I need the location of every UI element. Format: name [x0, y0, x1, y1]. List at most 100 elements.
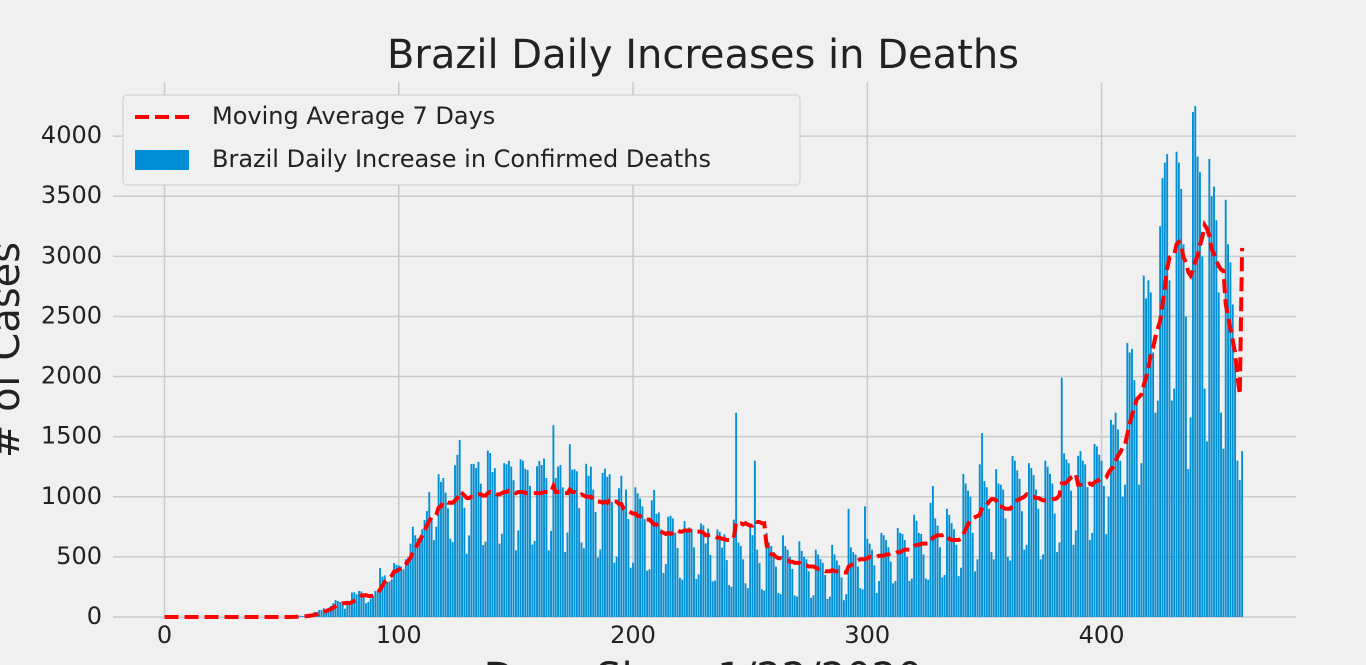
bar — [540, 465, 543, 617]
bar — [547, 550, 550, 617]
bar — [723, 534, 726, 617]
y-axis-label: # of Cases — [0, 242, 29, 458]
bar — [1145, 298, 1148, 617]
bar — [1173, 388, 1176, 617]
bar — [489, 453, 492, 617]
bar — [992, 559, 995, 617]
bar — [960, 567, 962, 617]
bar — [447, 508, 449, 617]
bar — [1147, 280, 1150, 617]
bar — [678, 577, 681, 617]
bar — [461, 496, 463, 617]
bar — [716, 529, 719, 617]
bar — [896, 528, 899, 617]
bar — [1159, 226, 1162, 618]
bar — [522, 460, 524, 617]
bar — [927, 579, 930, 617]
bar — [486, 450, 489, 617]
bar — [1131, 348, 1133, 617]
bar — [711, 581, 714, 617]
bar — [725, 560, 728, 617]
bar — [568, 444, 571, 617]
bar — [381, 576, 384, 617]
bar — [648, 569, 651, 617]
bar — [407, 557, 410, 617]
bar — [594, 511, 597, 617]
x-axis-label: Days Since 1/22/2020 — [484, 655, 923, 665]
bar — [1100, 460, 1103, 617]
bar — [414, 535, 417, 617]
bar — [702, 525, 705, 617]
bar — [1060, 377, 1063, 617]
bar — [1161, 178, 1164, 617]
bar — [1025, 544, 1028, 617]
bar — [400, 566, 403, 617]
bar — [358, 590, 360, 617]
bar — [608, 474, 611, 617]
bar — [784, 546, 787, 617]
bar — [1030, 467, 1033, 617]
bar — [814, 549, 817, 617]
bar — [386, 582, 389, 617]
bar — [664, 564, 667, 617]
bar — [327, 607, 330, 617]
bar — [559, 465, 562, 617]
bar — [892, 583, 895, 617]
bar — [428, 492, 431, 617]
bar — [1201, 256, 1204, 617]
bar — [589, 466, 592, 617]
bar — [1222, 448, 1225, 617]
bar — [751, 535, 754, 617]
bar — [756, 549, 759, 617]
bar — [1049, 473, 1051, 617]
bar — [819, 559, 822, 617]
bar — [343, 608, 346, 617]
bar — [606, 476, 609, 617]
bar — [800, 550, 803, 617]
bar — [578, 508, 581, 617]
bar — [477, 461, 480, 617]
bar — [957, 576, 960, 617]
bar — [1004, 518, 1007, 617]
bar — [336, 601, 339, 617]
bar — [517, 530, 520, 617]
bar — [760, 589, 763, 617]
bar — [1063, 453, 1066, 617]
bar — [999, 484, 1002, 617]
bar — [910, 578, 913, 617]
bar — [430, 517, 433, 617]
bar — [950, 523, 953, 617]
bar — [627, 519, 630, 617]
bar — [1102, 485, 1105, 617]
bar — [1018, 478, 1021, 617]
bar — [557, 466, 560, 617]
bar — [840, 577, 843, 617]
bar — [604, 468, 606, 617]
bar — [1088, 540, 1091, 617]
bar — [920, 534, 923, 617]
bar — [831, 544, 834, 617]
bar — [988, 508, 991, 617]
bar — [875, 592, 878, 617]
bar — [1206, 441, 1208, 617]
legend-swatch — [135, 150, 189, 170]
bar — [953, 529, 955, 617]
bar — [1081, 460, 1084, 617]
bar — [449, 538, 452, 617]
bar — [852, 552, 855, 617]
bar — [913, 514, 916, 617]
bar — [1095, 446, 1098, 617]
bar — [404, 559, 407, 617]
bar — [765, 532, 768, 617]
bar — [346, 605, 349, 617]
bar — [482, 545, 485, 617]
bar — [674, 532, 677, 617]
bar — [402, 569, 405, 617]
bar — [573, 469, 576, 617]
bar — [885, 540, 887, 617]
x-tick-label: 300 — [844, 621, 890, 649]
bar — [636, 493, 639, 617]
bar — [1166, 154, 1169, 617]
bar — [620, 475, 623, 617]
bar — [805, 559, 808, 617]
